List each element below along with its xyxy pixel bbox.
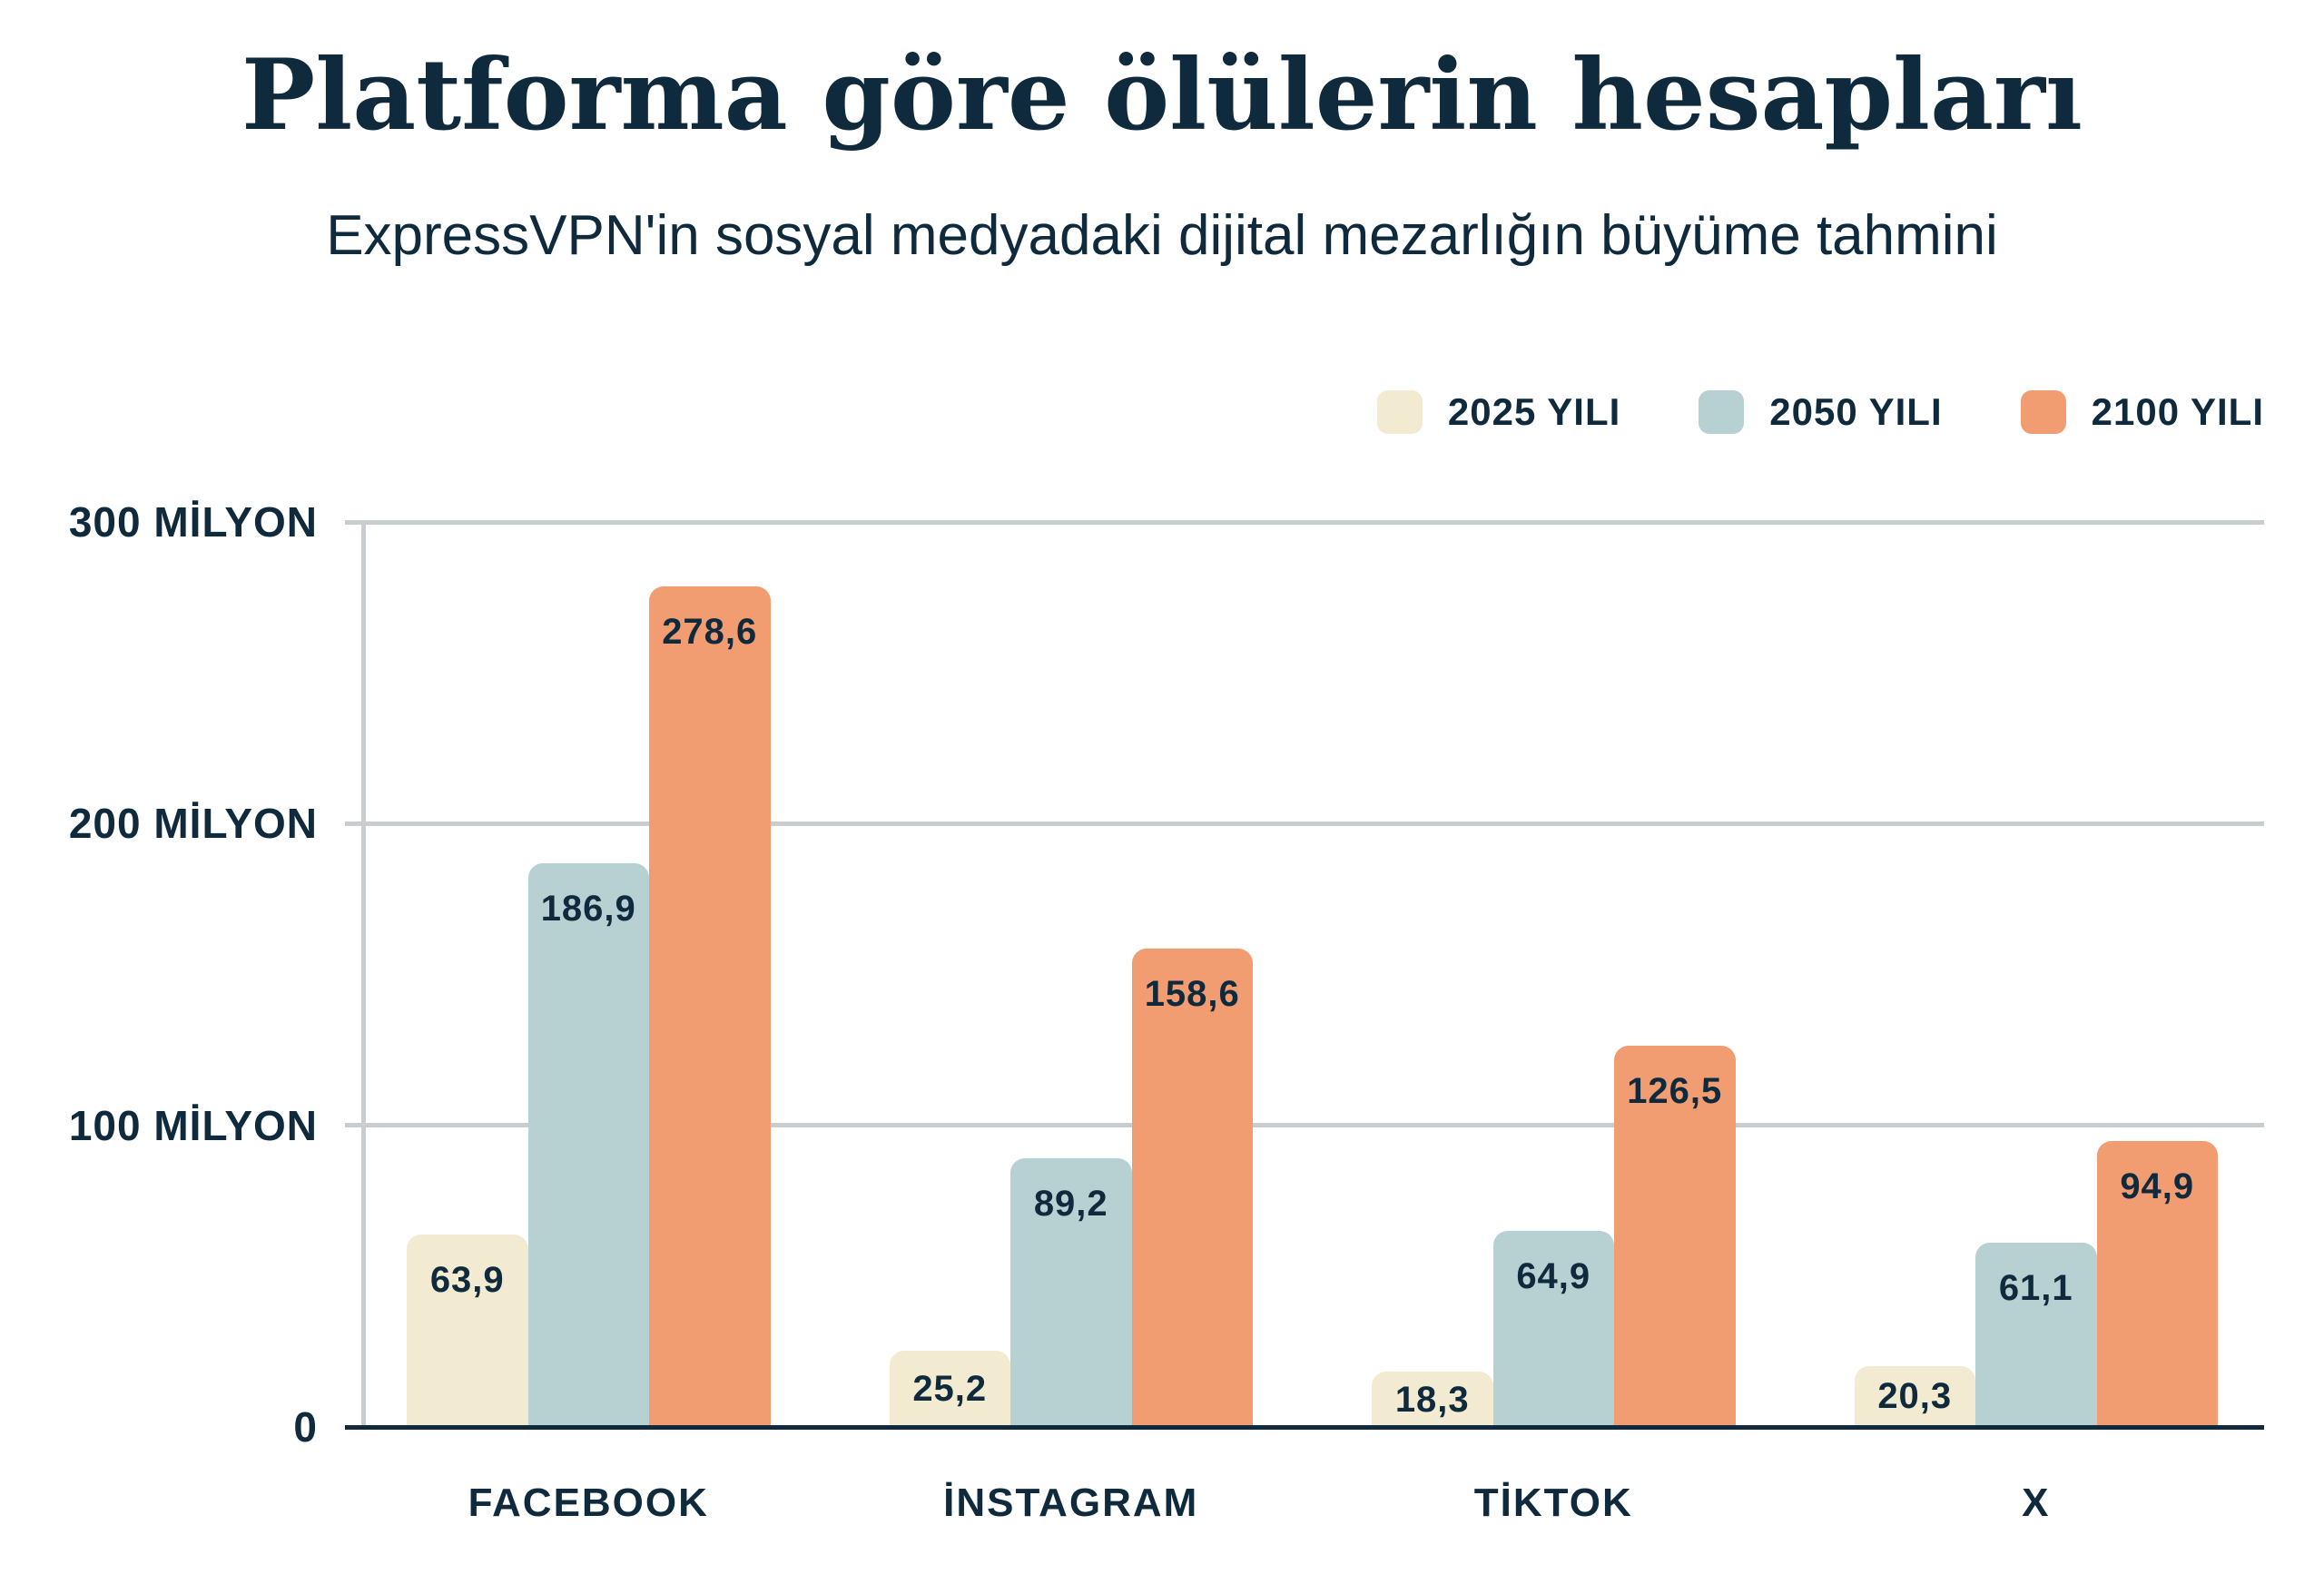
bar-value-x-2025-yili: 20,3 <box>1877 1376 1953 1417</box>
bar-x-2100-yili <box>2096 1140 2218 1427</box>
bar-value-x-2100-yili: 94,9 <box>2120 1166 2195 1206</box>
chart-subtitle: ExpressVPN'in sosyal medyadaki dijital m… <box>326 204 1998 267</box>
bar-value-instagram-2050-yili: 89,2 <box>1033 1183 1108 1224</box>
legend-swatch-2100-yili <box>2020 390 2066 434</box>
bar-facebook-2050-yili <box>527 862 649 1427</box>
x-axis-label-facebook: FACEBOOK <box>468 1481 709 1525</box>
y-axis-tick-label: 200 MİLYON <box>68 800 318 848</box>
bar-x-2025-yili <box>1854 1365 1975 1427</box>
bar-tiktok-2025-yili <box>1372 1372 1493 1427</box>
bar-x-2050-yili <box>1975 1242 2097 1427</box>
bar-value-tiktok-2100-yili: 126,5 <box>1627 1070 1723 1111</box>
y-axis-line <box>361 522 366 1427</box>
bar-value-instagram-2025-yili: 25,2 <box>912 1369 988 1410</box>
bar-value-facebook-2050-yili: 186,9 <box>540 888 636 929</box>
gridline-300 <box>345 519 2264 525</box>
legend-item-2100-yili: 2100 YILI <box>2020 390 2264 434</box>
bar-tiktok-2100-yili <box>1614 1045 1736 1427</box>
legend-label-2100-yili: 2100 YILI <box>2091 390 2264 433</box>
bar-value-x-2050-yili: 61,1 <box>1998 1267 2073 1308</box>
x-axis-label-instagram: İNSTAGRAM <box>943 1481 1199 1525</box>
legend-item-2025-yili: 2025 YILI <box>1376 390 1621 434</box>
bar-instagram-2025-yili <box>889 1351 1010 1427</box>
bar-value-facebook-2025-yili: 63,9 <box>429 1259 505 1300</box>
x-axis-line <box>345 1424 2264 1430</box>
y-axis-tick-label: 300 MİLYON <box>68 498 318 546</box>
legend: 2025 YILI 2050 YILI 2100 YILI <box>1376 390 2264 434</box>
bar-tiktok-2050-yili <box>1492 1231 1614 1427</box>
legend-swatch-2025-yili <box>1376 390 1423 434</box>
x-axis-label-x: X <box>2022 1481 2051 1525</box>
legend-label-2050-yili: 2050 YILI <box>1769 390 1943 433</box>
legend-label-2025-yili: 2025 YILI <box>1447 390 1621 433</box>
legend-item-2050-yili: 2050 YILI <box>1699 390 1942 434</box>
bar-facebook-2025-yili <box>407 1234 528 1427</box>
y-axis-tick-label: 100 MİLYON <box>68 1101 318 1149</box>
bar-value-tiktok-2025-yili: 18,3 <box>1394 1379 1470 1420</box>
gridline-100 <box>345 1123 2264 1128</box>
gridline-200 <box>345 821 2264 826</box>
chart-title: Platforma göre ölülerin hesapları <box>241 38 2083 152</box>
x-axis-label-tiktok: TİKTOK <box>1473 1481 1633 1525</box>
bar-value-instagram-2100-yili: 158,6 <box>1144 973 1240 1014</box>
bar-instagram-2050-yili <box>1010 1157 1132 1427</box>
legend-swatch-2050-yili <box>1699 390 1745 434</box>
bar-facebook-2100-yili <box>649 586 771 1427</box>
bar-value-tiktok-2050-yili: 64,9 <box>1516 1256 1591 1297</box>
y-axis-tick-label: 0 <box>293 1403 318 1451</box>
bar-instagram-2100-yili <box>1131 948 1253 1427</box>
bar-value-facebook-2100-yili: 278,6 <box>662 612 758 653</box>
